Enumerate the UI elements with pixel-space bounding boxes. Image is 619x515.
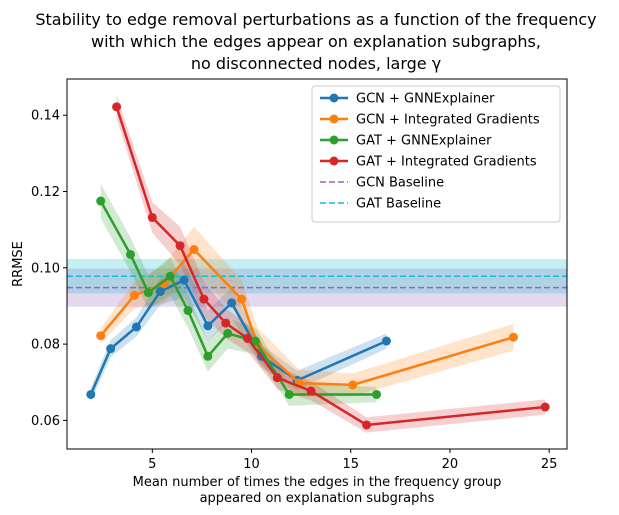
gcn-integrated-gradients-point [96, 331, 106, 341]
gat-integrated-gradients-series [112, 102, 550, 430]
gcn-gnnexplainer-point [203, 321, 213, 331]
gat-integrated-gradients-line [115, 106, 546, 427]
gat-gnnexplainer-line [99, 200, 377, 396]
legend-item-gat-gnnexplainer: GAT + GNNExplainer [320, 134, 492, 149]
legend-label: GAT + GNNExplainer [356, 134, 492, 149]
y-tick-label: 0.14 [31, 109, 60, 124]
gat-gnnexplainer-point [203, 351, 213, 361]
y-tick-label: 0.12 [31, 185, 60, 200]
legend-label: GAT + Integrated Gradients [356, 155, 537, 170]
gat-gnnexplainer-point [143, 288, 153, 298]
gat-gnnexplainer-point [284, 389, 294, 399]
gcn-integrated-gradients-point [189, 245, 199, 255]
gat-integrated-gradients-point [272, 373, 282, 383]
legend-item-gat-integrated-gradients: GAT + Integrated Gradients [320, 155, 537, 170]
gat-integrated-gradients-point [243, 333, 253, 343]
gcn-gnnexplainer-point [227, 298, 237, 308]
gat-integrated-gradients-point [362, 420, 372, 430]
gat-integrated-gradients-point [540, 402, 550, 412]
y-axis-ticks: 0.06 0.08 0.10 0.12 0.14 [31, 109, 67, 429]
y-tick-label: 0.06 [31, 414, 60, 429]
gcn-gnnexplainer-line [89, 278, 387, 395]
chart-title-line-3: no disconnected nodes, large γ [191, 54, 441, 73]
gcn-gnnexplainer-point [131, 322, 141, 332]
chart-title: Stability to edge removal perturbations … [35, 10, 596, 73]
x-tick-label: 20 [442, 457, 459, 472]
legend-item-gcn-baseline: GCN Baseline [320, 176, 444, 191]
gat-integrated-gradients-point [221, 318, 231, 328]
legend-label: GAT Baseline [356, 197, 441, 212]
legend: GCN + GNNExplainer GCN + Integrated Gradi… [311, 85, 561, 223]
x-tick-label: 5 [148, 457, 156, 472]
gcn-integrated-gradients-point [129, 290, 139, 300]
gat-integrated-gradients-point [112, 102, 122, 112]
gat-gnnexplainer-band [100, 183, 377, 406]
gcn-integrated-gradients-point [348, 380, 358, 390]
legend-item-gcn-gnnexplainer: GCN + GNNExplainer [320, 92, 495, 107]
gat-gnnexplainer-series [96, 196, 382, 399]
gat-gnnexplainer-point [372, 389, 382, 399]
x-tick-label: 25 [541, 457, 558, 472]
legend-marker [329, 135, 339, 145]
x-axis-label-line-2: appeared on explanation subgraphs [200, 491, 435, 506]
gat-integrated-gradients-point [175, 241, 185, 251]
x-tick-label: 10 [243, 457, 260, 472]
gcn-gnnexplainer-point [86, 389, 96, 399]
gat-gnnexplainer-point [223, 328, 233, 338]
x-axis-label-line-1: Mean number of times the edges in the fr… [133, 475, 502, 490]
gat-integrated-gradients-point [147, 212, 157, 222]
gcn-gnnexplainer-point [381, 336, 391, 346]
series-lines [86, 102, 550, 430]
gat-gnnexplainer-point [183, 306, 193, 316]
gat-gnnexplainer-point [125, 249, 135, 259]
gcn-gnnexplainer-point [179, 275, 189, 285]
x-axis-ticks: 5 10 15 20 25 [148, 449, 557, 472]
y-tick-label: 0.10 [31, 261, 60, 276]
gcn-gnnexplainer-band [90, 262, 387, 402]
gat-gnnexplainer-point [96, 196, 106, 206]
legend-label: GCN Baseline [356, 176, 444, 191]
y-axis-label: RRMSE [11, 241, 26, 287]
gat-integrated-gradients-point [199, 294, 209, 304]
legend-marker [329, 156, 339, 166]
gcn-integrated-gradients-point [237, 294, 247, 304]
legend-label: GCN + Integrated Gradients [356, 113, 540, 128]
chart-title-line-1: Stability to edge removal perturbations … [35, 10, 596, 29]
legend-item-gat-baseline: GAT Baseline [320, 197, 441, 212]
gat-integrated-gradients-point [306, 386, 316, 396]
gat-gnnexplainer-point [250, 336, 260, 346]
legend-box [311, 85, 561, 223]
gcn-gnnexplainer-point [155, 286, 165, 296]
y-tick-label: 0.08 [31, 338, 60, 353]
chart-title-line-2: with which the edges appear on explanati… [91, 32, 541, 51]
baseline-lines [67, 275, 567, 289]
x-tick-label: 15 [342, 457, 359, 472]
gat-gnnexplainer-point [165, 271, 175, 281]
gcn-gnnexplainer-point [106, 344, 116, 354]
legend-label: GCN + GNNExplainer [356, 92, 495, 107]
legend-item-gcn-integrated-gradients: GCN + Integrated Gradients [320, 113, 540, 128]
gcn-integrated-gradients-band [100, 226, 514, 397]
legend-marker [329, 114, 339, 124]
gcn-integrated-gradients-point [508, 332, 518, 342]
legend-marker [329, 93, 339, 103]
plot-area [66, 78, 568, 450]
